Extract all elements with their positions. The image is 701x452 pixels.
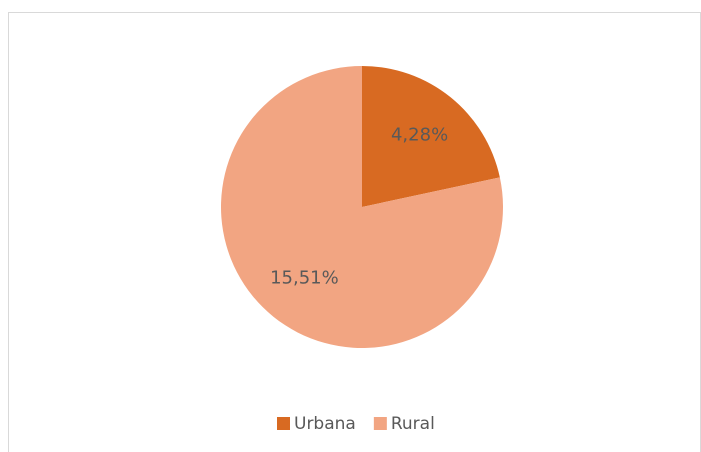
data-label: 15,51% (270, 267, 339, 288)
legend-label: Rural (391, 414, 435, 434)
pie-slice (362, 66, 500, 207)
legend-label: Urbana (294, 414, 356, 434)
legend-swatch (277, 417, 290, 430)
data-label: 4,28% (391, 125, 448, 146)
pie-slice (221, 66, 503, 348)
legend-swatch (373, 417, 387, 430)
